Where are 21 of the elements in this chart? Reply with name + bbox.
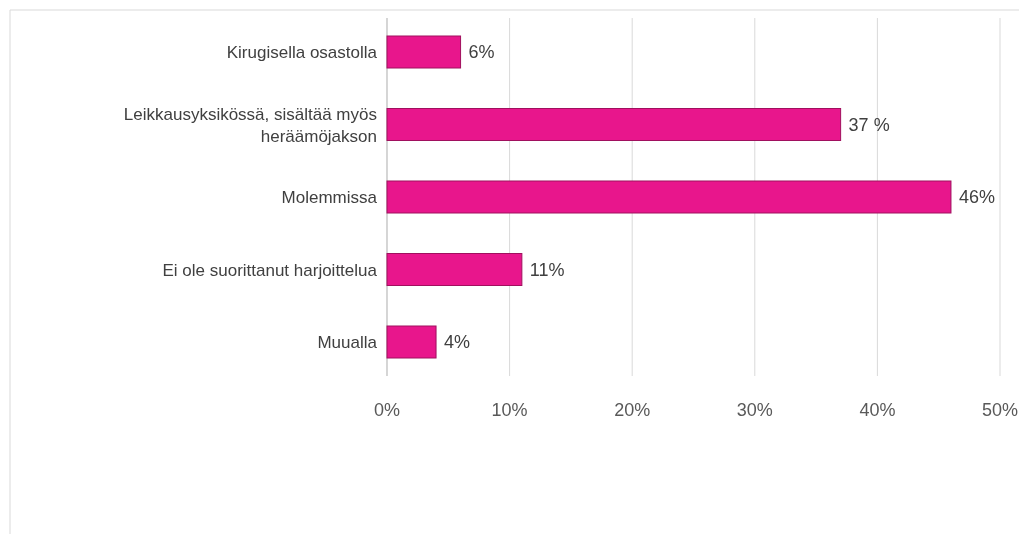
bar bbox=[386, 253, 523, 286]
data-label: 11% bbox=[529, 259, 565, 280]
bar bbox=[386, 35, 462, 69]
y-tick-label: Kirugisella osastolla bbox=[226, 43, 378, 62]
x-tick-label: 30% bbox=[736, 400, 773, 420]
y-tick-label: Leikkausyksikössä, sisältää myös heräämöjakson bbox=[123, 104, 377, 146]
bar bbox=[386, 108, 842, 141]
x-tick-label: 40% bbox=[859, 400, 896, 420]
x-tick-label: 0% bbox=[373, 400, 401, 420]
data-label: 6% bbox=[468, 42, 495, 62]
y-tick-label: Muualla bbox=[317, 333, 378, 352]
x-tick-label: 20% bbox=[614, 400, 651, 420]
data-label: 37 % bbox=[848, 114, 890, 135]
y-tick-label: Molemmissa bbox=[281, 188, 378, 207]
bar bbox=[386, 325, 437, 359]
data-label: 46% bbox=[958, 187, 995, 207]
x-tick-label: 10% bbox=[491, 400, 528, 420]
data-label: 4% bbox=[444, 332, 471, 352]
x-tick-label: 50% bbox=[981, 400, 1019, 420]
y-tick-label: Ei ole suorittanut harjoittelua bbox=[162, 260, 378, 280]
bar bbox=[386, 180, 952, 214]
